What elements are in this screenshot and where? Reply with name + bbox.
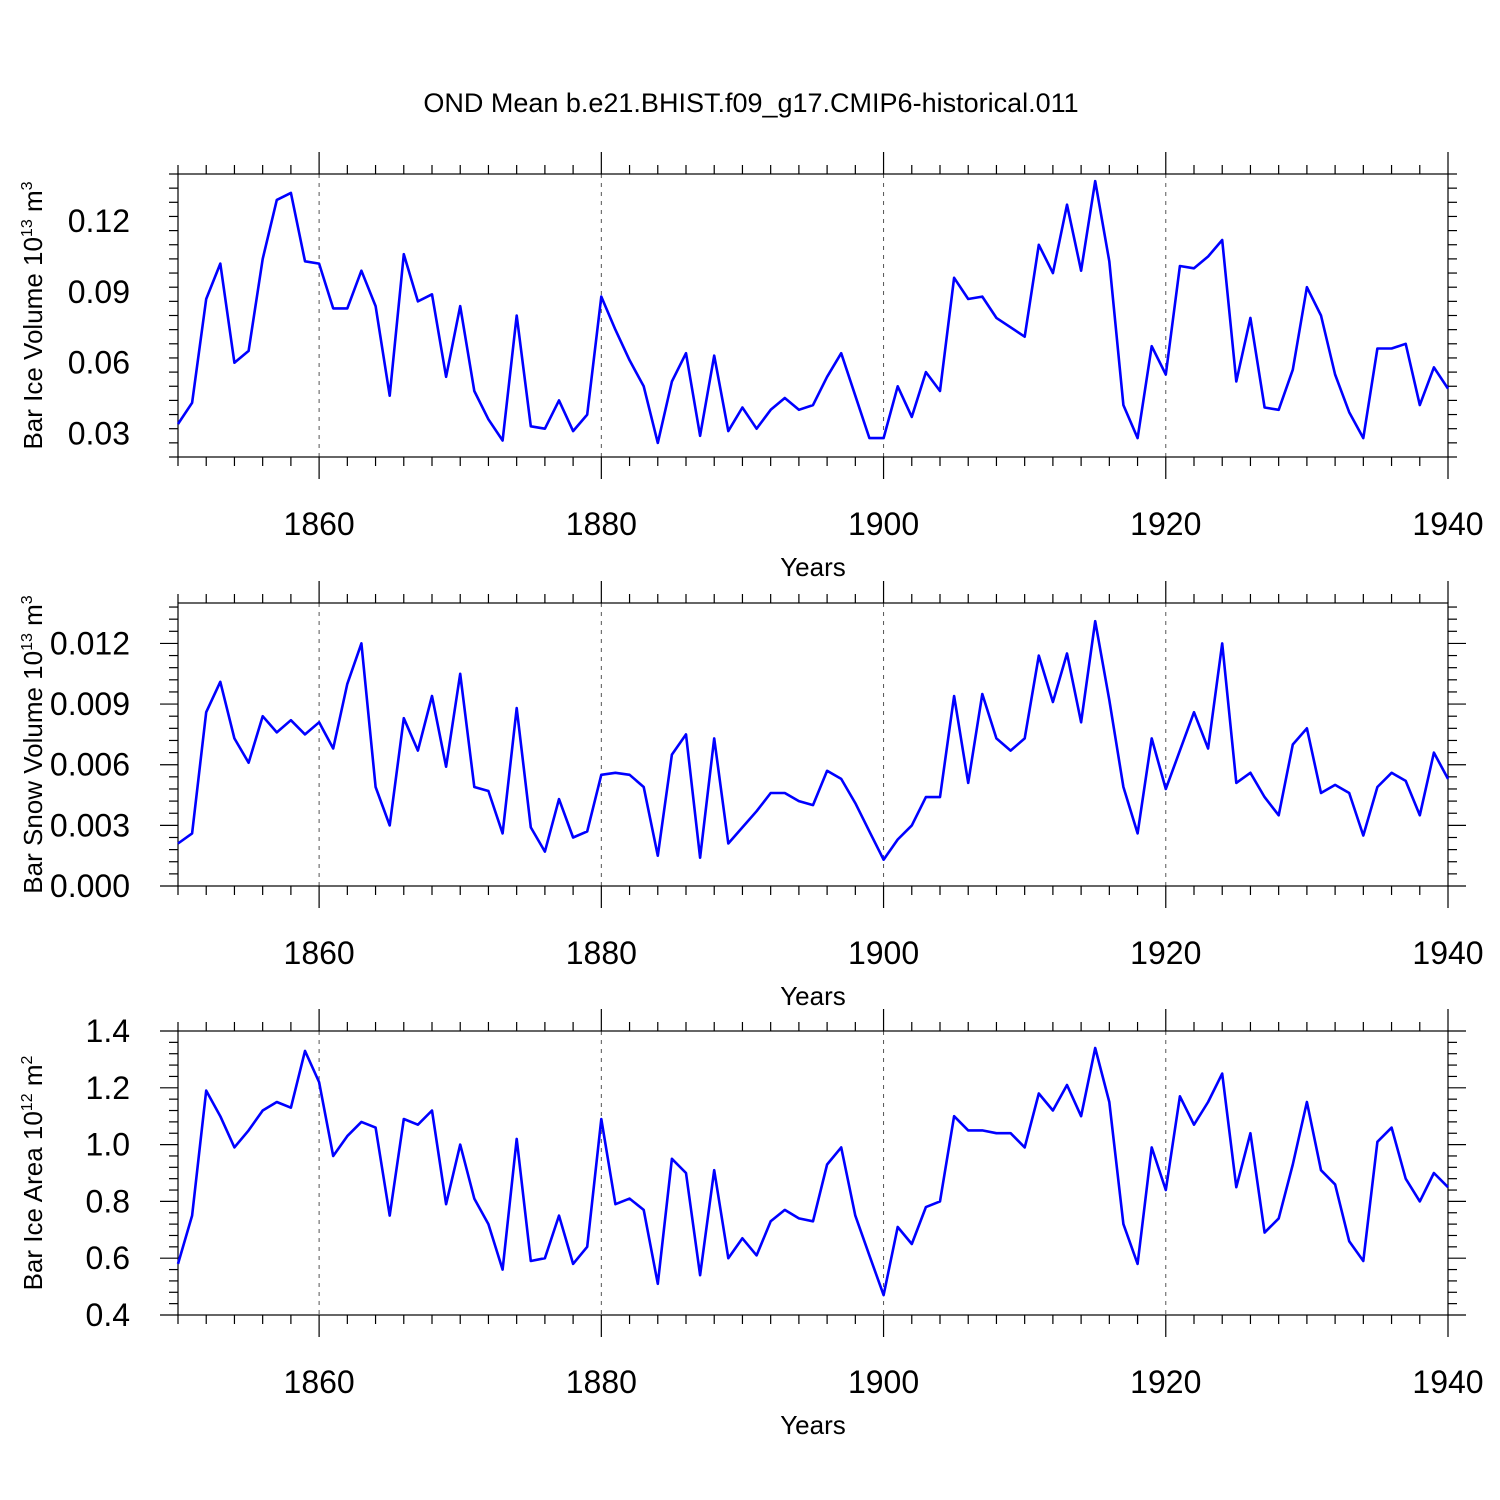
y-tick-label: 1.2 bbox=[86, 1070, 130, 1106]
y-tick-label: 0.000 bbox=[50, 868, 130, 904]
series-line bbox=[176, 1046, 1449, 1297]
panel-ice-area: 0.4 0.6 0.8 1.0 1.2 1.4 1860 1880 1900 1920 1940 Ye… bbox=[18, 1009, 1484, 1440]
y-axis-title-text: m bbox=[18, 190, 48, 219]
y-axis-title-text: Bar Snow Volume 10 bbox=[18, 651, 48, 894]
x-tick-label: 1920 bbox=[1130, 935, 1201, 971]
y-axis-title-exponent: 2 bbox=[19, 1055, 36, 1064]
y-axis-title-exponent: 13 bbox=[19, 633, 36, 651]
y-tick-label: 0.06 bbox=[68, 345, 130, 381]
series-line bbox=[177, 619, 1450, 862]
x-tick-label: 1860 bbox=[284, 1364, 355, 1400]
y-tick-label: 1.0 bbox=[86, 1127, 130, 1163]
y-axis-title-text: m bbox=[18, 604, 48, 633]
y-axis-title-exponent: 13 bbox=[19, 219, 36, 237]
series-line bbox=[176, 179, 1450, 445]
x-tick-label: 1900 bbox=[848, 1364, 919, 1400]
y-axis-title-text: m bbox=[18, 1064, 48, 1093]
plot-frame bbox=[177, 1030, 1449, 1316]
y-axis-title-exponent: 12 bbox=[19, 1093, 36, 1111]
x-tick-label: 1880 bbox=[566, 506, 637, 542]
panel-snow-volume: 0.000 0.003 0.006 0.009 0.012 1860 1880 1900 192… bbox=[18, 581, 1484, 1011]
y-tick-label: 0.012 bbox=[50, 625, 130, 661]
x-tick-label: 1900 bbox=[848, 935, 919, 971]
x-tick-label: 1920 bbox=[1130, 1364, 1201, 1400]
y-tick-label: 1.4 bbox=[86, 1013, 130, 1049]
x-axis-title: Years bbox=[780, 981, 846, 1011]
y-axis-title: Bar Ice Area 1012 m2 bbox=[18, 1055, 48, 1290]
y-axis-title-exponent: 3 bbox=[19, 181, 36, 190]
panel-ice-volume: 0.03 0.06 0.09 0.12 1860 1880 1900 1920 1940 Year… bbox=[18, 152, 1484, 582]
y-tick-label: 0.6 bbox=[86, 1240, 130, 1276]
x-tick-label: 1900 bbox=[848, 506, 919, 542]
x-tick-label: 1940 bbox=[1412, 1364, 1483, 1400]
x-tick-label: 1940 bbox=[1412, 506, 1483, 542]
x-tick-label: 1860 bbox=[284, 506, 355, 542]
plot-frame bbox=[177, 602, 1449, 887]
y-axis-title: Bar Ice Volume 1013 m3 bbox=[18, 181, 48, 449]
x-tick-label: 1880 bbox=[566, 935, 637, 971]
y-tick-label: 0.8 bbox=[86, 1183, 130, 1219]
x-tick-label: 1920 bbox=[1130, 506, 1201, 542]
plot-frame bbox=[177, 173, 1449, 458]
y-tick-label: 0.006 bbox=[50, 747, 130, 783]
x-axis-title: Years bbox=[780, 1410, 846, 1440]
x-tick-label: 1860 bbox=[284, 935, 355, 971]
y-tick-label: 0.09 bbox=[68, 274, 130, 310]
x-tick-label: 1880 bbox=[566, 1364, 637, 1400]
x-axis-title: Years bbox=[780, 552, 846, 582]
y-axis-title-text: Bar Ice Area 10 bbox=[18, 1111, 48, 1290]
y-axis-title: Bar Snow Volume 1013 m3 bbox=[18, 595, 48, 894]
y-tick-label: 0.03 bbox=[68, 415, 130, 451]
y-axis-title-text: Bar Ice Volume 10 bbox=[18, 237, 48, 449]
y-tick-label: 0.003 bbox=[50, 807, 130, 843]
y-tick-label: 0.4 bbox=[86, 1297, 130, 1333]
chart-title: OND Mean b.e21.BHIST.f09_g17.CMIP6-histo… bbox=[423, 88, 1078, 118]
y-tick-label: 0.12 bbox=[68, 203, 130, 239]
y-axis-title-exponent: 3 bbox=[19, 595, 36, 604]
x-tick-label: 1940 bbox=[1412, 935, 1483, 971]
y-tick-label: 0.009 bbox=[50, 686, 130, 722]
